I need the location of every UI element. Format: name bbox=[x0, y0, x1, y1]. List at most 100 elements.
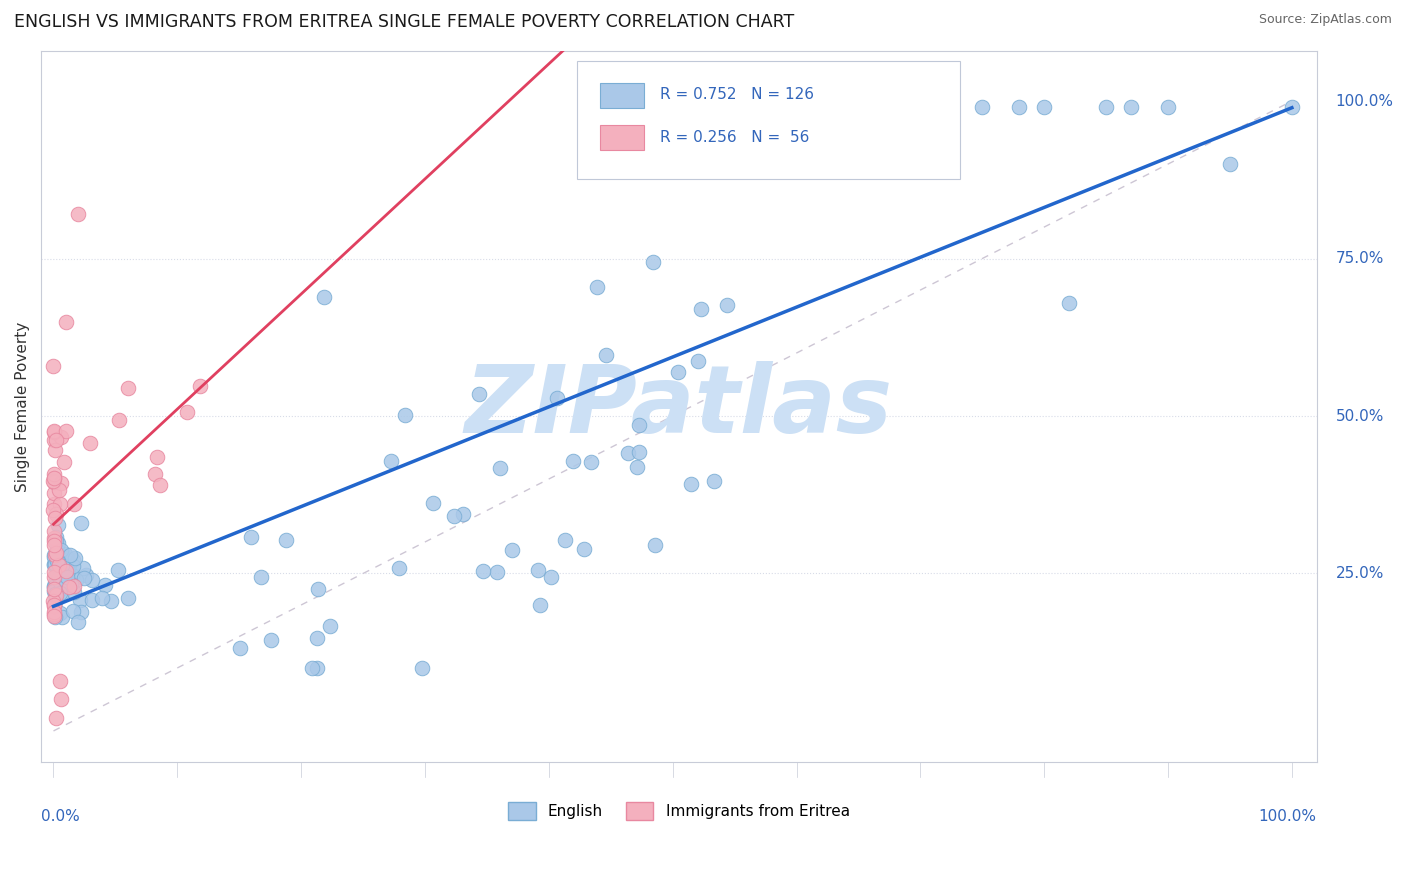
Point bbox=[1219, 157, 1241, 171]
Point bbox=[117, 381, 139, 395]
Point bbox=[562, 454, 585, 468]
Point bbox=[312, 289, 335, 303]
Point bbox=[62, 559, 84, 574]
Point bbox=[250, 570, 273, 584]
Point bbox=[810, 106, 832, 120]
Point bbox=[70, 605, 93, 619]
Point bbox=[46, 554, 69, 568]
Text: R = 0.752   N = 126: R = 0.752 N = 126 bbox=[659, 87, 814, 103]
Point bbox=[66, 615, 89, 630]
Text: ZIPatlas: ZIPatlas bbox=[465, 360, 893, 452]
Point bbox=[48, 569, 70, 583]
Point bbox=[70, 516, 93, 531]
Point bbox=[318, 619, 340, 633]
Point bbox=[42, 424, 65, 438]
Point bbox=[62, 553, 84, 567]
Point bbox=[51, 609, 73, 624]
Point bbox=[73, 572, 96, 586]
Point bbox=[145, 450, 167, 464]
Text: R = 0.256   N =  56: R = 0.256 N = 56 bbox=[659, 130, 808, 145]
Point bbox=[641, 255, 664, 269]
Point bbox=[301, 661, 323, 675]
Point bbox=[62, 604, 84, 618]
Point bbox=[42, 503, 65, 517]
Point bbox=[49, 543, 72, 558]
Point bbox=[117, 591, 139, 606]
Point bbox=[107, 413, 129, 427]
Point bbox=[176, 405, 198, 419]
Bar bbox=[600, 126, 644, 151]
Point bbox=[42, 534, 65, 549]
Point bbox=[42, 486, 65, 500]
Point bbox=[1008, 100, 1031, 114]
Point bbox=[48, 570, 70, 584]
Point bbox=[63, 584, 86, 599]
Point bbox=[42, 599, 65, 614]
Point bbox=[260, 632, 283, 647]
Point bbox=[49, 673, 72, 688]
Point bbox=[60, 577, 83, 591]
Point bbox=[44, 511, 66, 525]
Point bbox=[42, 548, 65, 562]
Text: Source: ZipAtlas.com: Source: ZipAtlas.com bbox=[1258, 13, 1392, 27]
Point bbox=[45, 711, 67, 725]
Point bbox=[42, 582, 65, 596]
Text: 50.0%: 50.0% bbox=[1336, 409, 1384, 424]
Point bbox=[49, 607, 72, 621]
Point bbox=[42, 570, 65, 584]
Point bbox=[44, 548, 66, 562]
Point bbox=[468, 386, 491, 401]
Point bbox=[44, 558, 66, 572]
Point bbox=[44, 575, 66, 590]
Text: 75.0%: 75.0% bbox=[1336, 251, 1384, 266]
Point bbox=[42, 579, 65, 593]
Point bbox=[45, 533, 67, 548]
Point bbox=[51, 558, 73, 572]
Point bbox=[72, 561, 94, 575]
Point bbox=[884, 100, 907, 114]
Point bbox=[59, 548, 82, 562]
Point bbox=[1157, 100, 1180, 114]
Point bbox=[686, 353, 709, 368]
Point bbox=[90, 591, 112, 605]
Point bbox=[42, 608, 65, 623]
Point bbox=[46, 554, 69, 568]
Point bbox=[595, 348, 617, 362]
Point bbox=[46, 542, 69, 557]
Point bbox=[486, 565, 509, 579]
Point bbox=[229, 640, 252, 655]
Point bbox=[44, 442, 66, 457]
Point bbox=[58, 564, 80, 578]
Point bbox=[60, 568, 83, 582]
Point bbox=[42, 359, 65, 373]
Point bbox=[934, 100, 956, 114]
Point bbox=[55, 573, 77, 587]
Point bbox=[394, 408, 416, 422]
Point bbox=[42, 524, 65, 538]
Point bbox=[48, 497, 70, 511]
Point bbox=[42, 474, 65, 488]
Point bbox=[628, 418, 651, 433]
Point bbox=[42, 425, 65, 440]
FancyBboxPatch shape bbox=[576, 62, 959, 178]
Point bbox=[45, 530, 67, 544]
Point bbox=[1033, 100, 1056, 114]
Point bbox=[69, 593, 91, 607]
Point bbox=[51, 582, 73, 596]
Point bbox=[42, 607, 65, 622]
Point bbox=[501, 543, 523, 558]
Point bbox=[55, 564, 77, 578]
Point bbox=[107, 563, 129, 577]
Point bbox=[42, 606, 65, 620]
Point bbox=[42, 565, 65, 579]
Point bbox=[51, 430, 73, 444]
Point bbox=[644, 538, 666, 552]
Point bbox=[554, 533, 576, 548]
Point bbox=[65, 574, 87, 588]
Point bbox=[786, 112, 808, 127]
Point bbox=[46, 517, 69, 532]
Point bbox=[80, 573, 103, 587]
Point bbox=[51, 476, 73, 491]
Point bbox=[56, 553, 79, 567]
Point bbox=[540, 569, 562, 583]
